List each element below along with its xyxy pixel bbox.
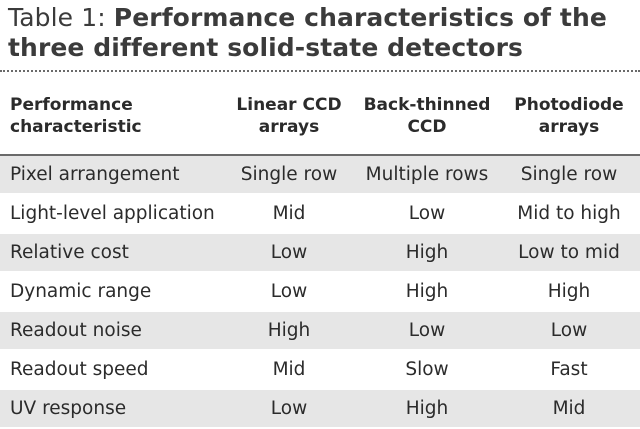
table-row: Dynamic range Low High High: [0, 272, 640, 312]
table-cell: Low to mid: [498, 233, 640, 273]
table-row: UV response Low High Mid: [0, 389, 640, 429]
table-row: Readout speed Mid Slow Fast: [0, 350, 640, 390]
table-number: Table 1:: [8, 3, 114, 32]
table-cell: Low: [222, 389, 356, 429]
table-cell: Mid to high: [498, 194, 640, 234]
header-line: Linear CCD: [236, 95, 342, 115]
header-row: Performance characteristic Linear CCD ar…: [0, 88, 640, 155]
table-cell: Multiple rows: [356, 155, 498, 195]
row-label: Dynamic range: [0, 272, 222, 312]
table-cell: Mid: [498, 389, 640, 429]
header-line: characteristic: [10, 117, 142, 137]
table-cell: Low: [498, 311, 640, 351]
row-label: UV response: [0, 389, 222, 429]
header-line: Photodiode: [514, 95, 624, 115]
table-cell: Low: [222, 233, 356, 273]
row-label: Readout speed: [0, 350, 222, 390]
table-row: Pixel arrangement Single row Multiple ro…: [0, 155, 640, 195]
header-back-thinned-ccd: Back-thinned CCD: [356, 88, 498, 155]
table-cell: High: [356, 272, 498, 312]
table-cell: High: [222, 311, 356, 351]
header-line: arrays: [538, 117, 600, 137]
table-cell: Single row: [498, 155, 640, 195]
performance-table: Performance characteristic Linear CCD ar…: [0, 88, 640, 429]
header-line: Back-thinned: [363, 95, 491, 115]
table-cell: Mid: [222, 350, 356, 390]
header-photodiode-arrays: Photodiode arrays: [498, 88, 640, 155]
header-line: arrays: [258, 117, 320, 137]
row-label: Pixel arrangement: [0, 155, 222, 195]
table-cell: Slow: [356, 350, 498, 390]
table-cell: Low: [356, 194, 498, 234]
table-row: Readout noise High Low Low: [0, 311, 640, 351]
header-line: CCD: [407, 117, 447, 137]
row-label: Readout noise: [0, 311, 222, 351]
table-cell: High: [498, 272, 640, 312]
table-cell: Low: [222, 272, 356, 312]
table-row: Light-level application Mid Low Mid to h…: [0, 194, 640, 234]
row-label: Light-level application: [0, 194, 222, 234]
table-cell: Single row: [222, 155, 356, 195]
table-cell: Mid: [222, 194, 356, 234]
header-line: Performance: [10, 95, 133, 115]
table-cell: High: [356, 233, 498, 273]
row-label: Relative cost: [0, 233, 222, 273]
table-caption: Performance characteristics of the three…: [8, 3, 607, 62]
table-cell: Low: [356, 311, 498, 351]
header-performance-characteristic: Performance characteristic: [0, 88, 222, 155]
table-title: Table 1: Performance characteristics of …: [8, 3, 633, 63]
dotted-divider: [0, 70, 640, 72]
table-cell: High: [356, 389, 498, 429]
header-linear-ccd-arrays: Linear CCD arrays: [222, 88, 356, 155]
table-row: Relative cost Low High Low to mid: [0, 233, 640, 273]
table-cell: Fast: [498, 350, 640, 390]
